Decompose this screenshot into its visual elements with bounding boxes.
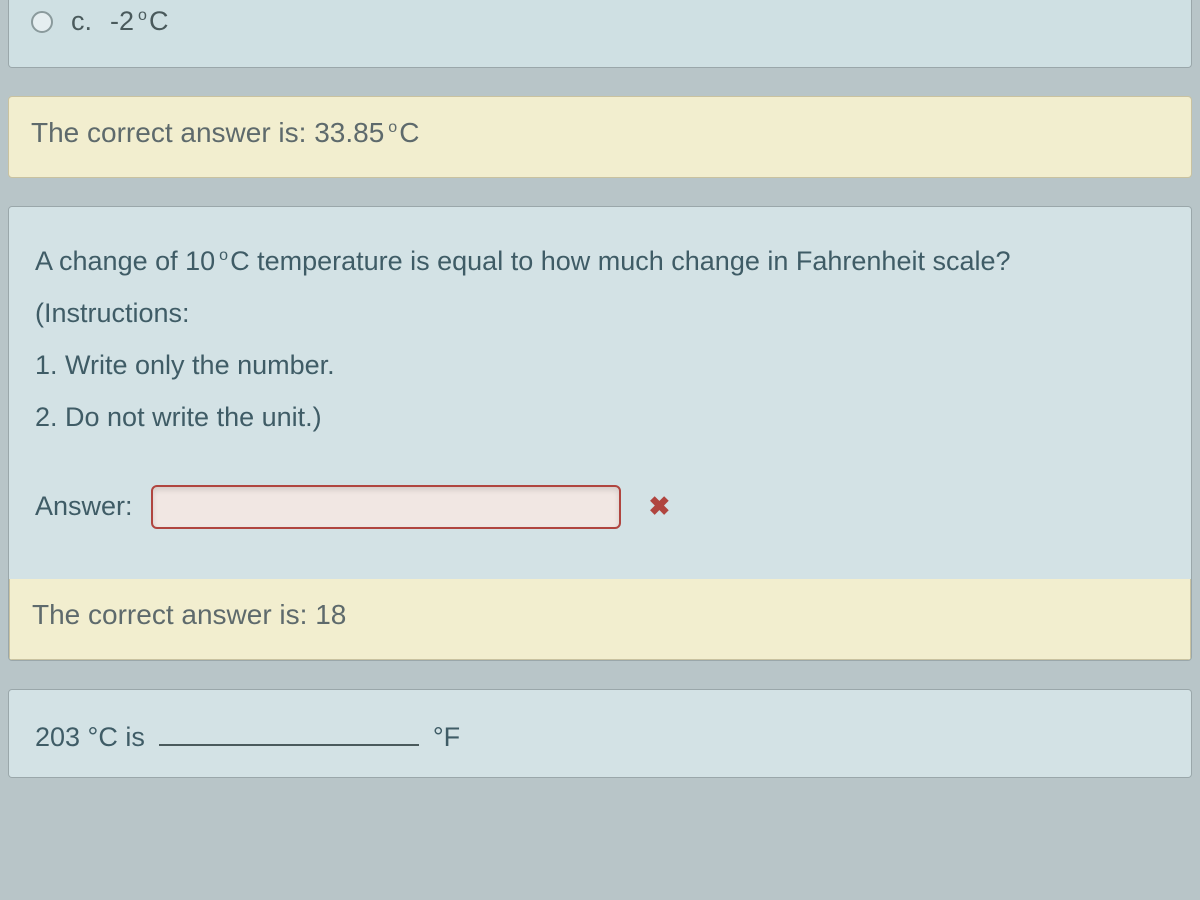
q2-body: A change of 10oC temperature is equal to… [9, 207, 1191, 471]
question-2: A change of 10oC temperature is equal to… [8, 206, 1192, 661]
q1-correct-answer: The correct answer is: 33.85oC [8, 96, 1192, 178]
q2-instruction-1: 1. Write only the number. [35, 341, 1165, 391]
degree-sup: o [215, 247, 230, 264]
q2-prompt: A change of 10oC temperature is equal to… [35, 237, 1165, 287]
q3-post-text: °F [433, 722, 460, 753]
feedback-unit: C [399, 117, 419, 148]
q2-instructions-label: (Instructions: [35, 289, 1165, 339]
q2-prompt-pre: A change of 10 [35, 246, 215, 276]
q3-body: 203 °C is °F [9, 690, 1191, 777]
quiz-page: c. -2oC The correct answer is: 33.85oC A… [0, 0, 1200, 900]
feedback-prefix: The correct answer is: [31, 117, 314, 148]
option-value: -2oC [110, 6, 168, 37]
q3-blank[interactable] [159, 714, 419, 746]
q2-prompt-post: C temperature is equal to how much chang… [230, 246, 1010, 276]
radio-icon[interactable] [31, 11, 53, 33]
q2-correct-answer: The correct answer is: 18 [9, 579, 1191, 660]
feedback-value: 18 [315, 599, 346, 630]
option-number: -2 [110, 6, 134, 36]
q2-instruction-2: 2. Do not write the unit.) [35, 393, 1165, 443]
question-1-fragment: c. -2oC [8, 0, 1192, 68]
degree-sup: o [384, 119, 399, 136]
feedback-prefix: The correct answer is: [32, 599, 315, 630]
option-unit: C [149, 6, 169, 36]
incorrect-icon: ✖ [649, 491, 671, 522]
q1-option-c[interactable]: c. -2oC [9, 0, 1191, 67]
option-letter: c. [71, 6, 92, 37]
q2-answer-row: Answer: ✖ [9, 471, 1191, 579]
answer-label: Answer: [35, 491, 133, 522]
question-3: 203 °C is °F [8, 689, 1192, 778]
degree-sup: o [134, 7, 149, 24]
answer-input[interactable] [151, 485, 621, 529]
feedback-value: 33.85 [314, 117, 384, 148]
content-stack: c. -2oC The correct answer is: 33.85oC A… [0, 0, 1200, 778]
q3-pre-text: 203 °C is [35, 722, 145, 753]
